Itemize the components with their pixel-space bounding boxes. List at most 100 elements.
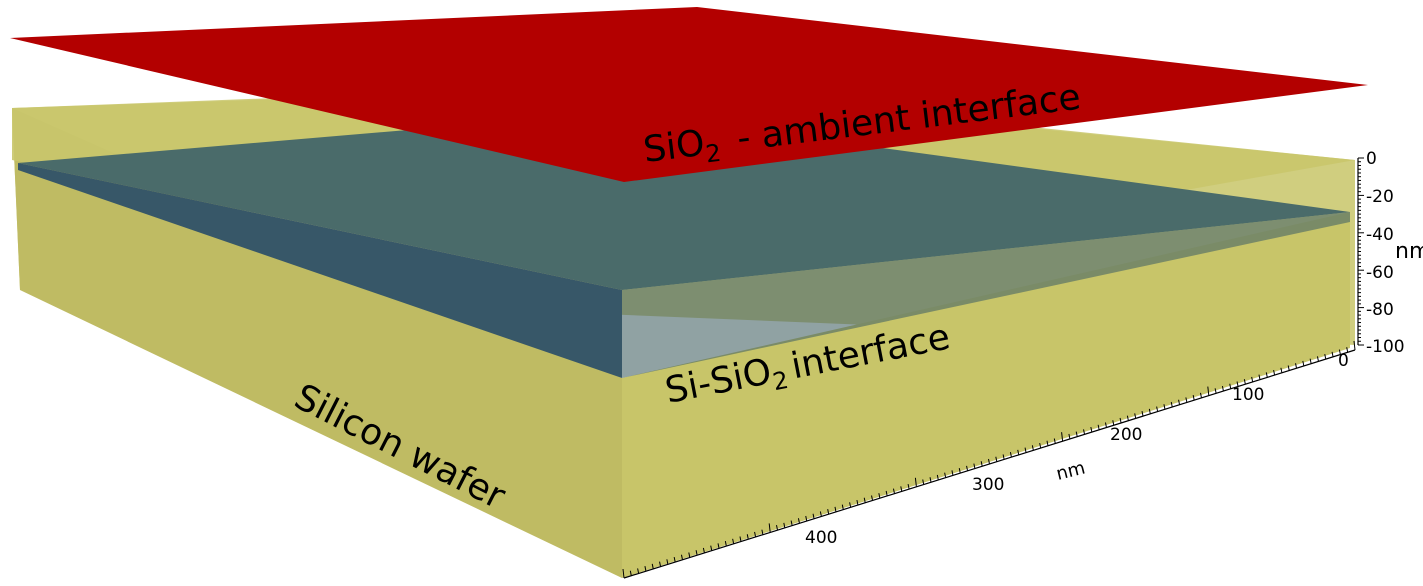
z-axis-unit: nm [1395, 239, 1423, 264]
x-tick-mark [1316, 356, 1319, 362]
x-tick-mark [1251, 376, 1254, 383]
x-tick-mark [644, 566, 647, 572]
x-tick-mark [834, 506, 837, 512]
x-tick-mark [1112, 420, 1115, 426]
x-tick-mark [929, 477, 932, 483]
x-tick-mark [871, 495, 874, 501]
x-tick-mark [1221, 385, 1224, 392]
x-tick-mark [805, 515, 808, 522]
x-tick-mark [1185, 397, 1188, 403]
x-tick-mark [622, 568, 625, 579]
x-tick-mark [1163, 404, 1166, 410]
z-tick-40: -40 [1366, 225, 1394, 245]
z-tick-80: -80 [1366, 300, 1394, 320]
x-tick-mark [695, 550, 698, 556]
x-tick-mark [1024, 447, 1027, 453]
z-tick-0: 0 [1366, 149, 1377, 169]
x-tick-mark [1039, 442, 1042, 449]
x-tick-mark [724, 540, 727, 547]
z-tick-60: -60 [1366, 263, 1394, 283]
x-tick-mark [1017, 449, 1020, 455]
z-axis: 0 -20 -40 -60 -80 -100 nm [1357, 149, 1423, 357]
x-tick-mark [1075, 431, 1078, 437]
x-tick-mark [885, 490, 888, 497]
x-tick-mark [988, 458, 990, 465]
x-tick-400: 400 [805, 528, 837, 548]
x-tick-mark [878, 493, 881, 499]
x-tick-mark [892, 488, 895, 494]
x-tick-mark [995, 456, 998, 462]
x-tick-mark [1214, 388, 1217, 394]
x-tick-mark [966, 465, 969, 471]
x-tick-mark [980, 461, 983, 467]
x-tick-mark [768, 523, 771, 533]
x-tick-mark [688, 552, 691, 558]
x-tick-mark [673, 556, 676, 563]
x-tick-300: 300 [972, 475, 1004, 495]
x-tick-mark [1243, 379, 1246, 385]
x-tick-mark [1346, 347, 1349, 353]
oxide-layer-top [18, 112, 1350, 290]
x-tick-mark [819, 511, 822, 517]
x-tick-mark [973, 463, 976, 469]
x-tick-mark [1148, 408, 1151, 414]
silicon-left-face [12, 108, 622, 578]
x-axis-unit: nm [1054, 457, 1087, 484]
x-tick-mark [944, 472, 947, 478]
x-tick-mark [1046, 440, 1049, 446]
x-tick-mark [1287, 365, 1290, 371]
x-tick-200: 200 [1110, 425, 1142, 445]
x-tick-mark [1126, 415, 1129, 421]
x-tick-0: 0 [1338, 351, 1349, 371]
x-tick-mark [1104, 422, 1107, 428]
x-tick-mark [922, 479, 925, 485]
x-tick-mark [761, 529, 764, 535]
x-tick-mark [732, 538, 735, 544]
x-tick-mark [1156, 406, 1159, 412]
x-tick-mark [1178, 399, 1181, 405]
x-tick-mark [1031, 445, 1034, 451]
x-tick-mark [1331, 351, 1334, 357]
x-tick-mark [856, 499, 859, 506]
x-tick-mark [1053, 438, 1056, 444]
x-tick-mark [739, 536, 742, 542]
x-tick-mark [1229, 383, 1232, 389]
oxide-layer-front [622, 212, 1350, 378]
x-tick-mark [936, 474, 939, 481]
x-tick-mark [1192, 395, 1195, 401]
x-tick-mark [1265, 372, 1268, 378]
x-tick-mark [746, 534, 749, 540]
x-axis: 0 100 200 300 400 nm [622, 340, 1356, 579]
x-tick-mark [629, 570, 632, 576]
x-tick-mark [1199, 392, 1202, 398]
x-tick-mark [659, 561, 662, 567]
x-tick-mark [849, 502, 852, 508]
x-tick-mark [827, 509, 830, 515]
x-tick-mark [1258, 374, 1261, 380]
x-tick-mark [1309, 358, 1312, 364]
x-tick-mark [1061, 432, 1064, 442]
x-tick-mark [754, 531, 757, 538]
x-tick-mark [790, 520, 793, 526]
silicon-front-face [622, 212, 1350, 578]
x-tick-mark [637, 568, 640, 574]
x-tick-100: 100 [1232, 385, 1264, 405]
x-tick-mark [900, 486, 903, 492]
x-tick-mark [1207, 386, 1210, 396]
oxide-layer-left [18, 163, 622, 378]
x-tick-mark [702, 547, 705, 554]
x-tick-mark [680, 554, 683, 560]
x-tick-mark [958, 468, 961, 474]
ambient-interface-plane [10, 7, 1368, 182]
x-tick-mark [717, 543, 720, 549]
x-tick-mark [666, 559, 669, 565]
x-tick-mark [1119, 417, 1122, 424]
x-tick-mark [1090, 426, 1093, 433]
x-tick-mark [863, 497, 866, 503]
x-tick-mark [1338, 349, 1341, 355]
x-tick-mark [783, 522, 786, 528]
x-tick-mark [1324, 354, 1327, 360]
x-tick-mark [651, 563, 654, 569]
x-tick-mark [812, 513, 815, 519]
